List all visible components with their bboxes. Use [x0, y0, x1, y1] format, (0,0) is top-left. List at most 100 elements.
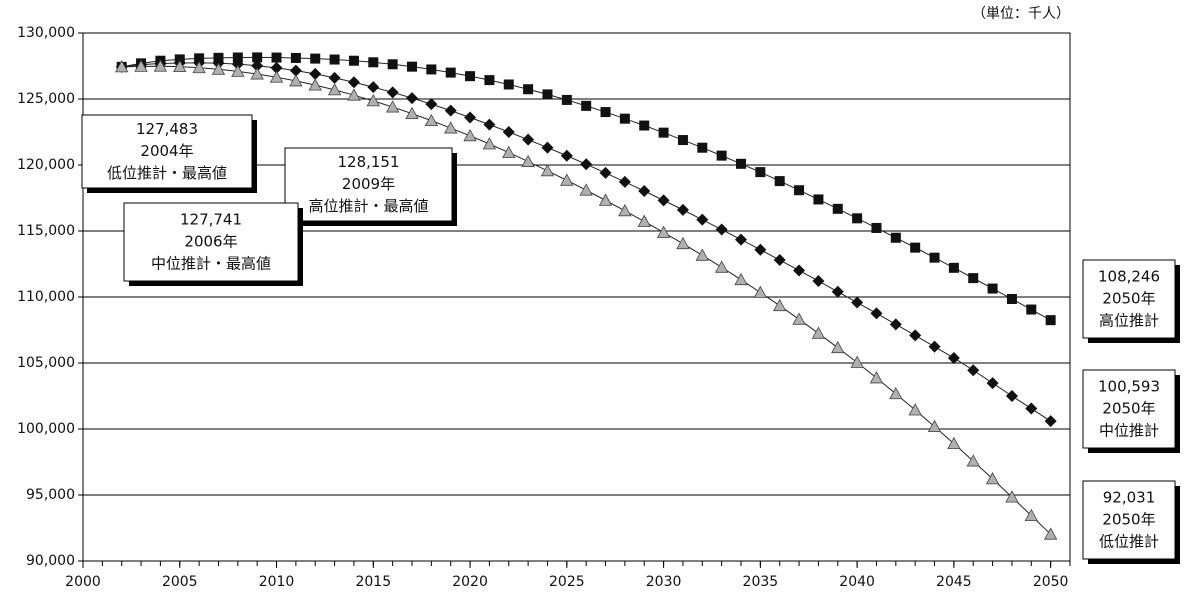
marker: [909, 329, 922, 342]
annotation-text: 127,741: [180, 211, 242, 229]
annotation-text: 108,246: [1098, 268, 1160, 286]
marker: [658, 127, 669, 138]
marker: [1044, 415, 1057, 428]
marker: [947, 436, 961, 450]
marker: [910, 242, 921, 253]
x-tick-label: 2015: [355, 574, 391, 590]
marker: [580, 158, 593, 171]
marker: [716, 150, 727, 161]
marker: [581, 100, 592, 111]
annotation-text: 92,031: [1103, 489, 1156, 507]
marker: [502, 145, 516, 158]
marker: [386, 86, 399, 99]
marker: [792, 312, 806, 325]
marker: [521, 154, 535, 167]
marker: [656, 225, 671, 238]
annotation-box: [123, 202, 299, 282]
marker: [387, 59, 398, 70]
annotation-text: 128,151: [337, 153, 399, 171]
marker: [986, 377, 999, 390]
marker: [1026, 304, 1037, 315]
y-tick-label: 120,000: [17, 157, 75, 173]
marker: [115, 60, 129, 73]
marker: [697, 142, 708, 153]
marker: [405, 106, 419, 120]
marker: [753, 285, 768, 298]
annotation-text: 2009年: [342, 175, 395, 193]
x-tick-label: 2020: [452, 574, 488, 590]
annotation-text: 2050年: [1102, 511, 1155, 529]
marker: [1025, 402, 1038, 415]
marker: [639, 120, 650, 131]
marker: [289, 64, 302, 77]
annotation-box: [1082, 259, 1176, 339]
marker: [560, 149, 573, 162]
marker: [734, 272, 748, 286]
marker: [347, 76, 360, 89]
marker: [368, 57, 379, 68]
marker: [773, 254, 786, 267]
marker: [928, 340, 941, 353]
annotation-box: [1082, 480, 1176, 560]
marker: [755, 167, 766, 178]
marker: [328, 71, 341, 84]
marker: [908, 403, 922, 416]
annotation-text: 中位推計・最高値: [151, 255, 271, 273]
marker: [327, 83, 342, 96]
marker: [987, 283, 998, 294]
marker: [811, 326, 826, 339]
annotation-text: 低位推計: [1099, 533, 1159, 551]
annotation-text: 127,483: [136, 120, 198, 138]
marker: [600, 107, 611, 118]
marker: [677, 135, 688, 146]
marker: [852, 213, 863, 224]
marker: [406, 92, 418, 105]
marker: [309, 67, 322, 80]
marker: [831, 285, 844, 298]
marker: [657, 194, 670, 207]
marker: [598, 193, 613, 206]
marker: [425, 98, 438, 111]
marker: [676, 203, 689, 216]
marker: [619, 113, 630, 124]
marker: [541, 141, 554, 154]
marker: [502, 126, 515, 138]
marker: [1043, 527, 1058, 540]
y-tick-label: 90,000: [26, 553, 75, 569]
marker: [424, 113, 439, 127]
marker: [463, 128, 477, 142]
marker: [464, 111, 477, 124]
x-tick-label: 2050: [1033, 574, 1069, 590]
marker: [695, 248, 709, 261]
marker: [250, 67, 264, 80]
marker: [540, 163, 555, 177]
marker: [813, 194, 824, 205]
marker: [522, 133, 535, 146]
x-tick-label: 2030: [646, 574, 682, 590]
x-tick-label: 2010: [259, 574, 295, 590]
y-tick-label: 110,000: [17, 289, 75, 305]
unit-label: （単位：千人）: [972, 6, 1070, 22]
marker: [754, 243, 767, 256]
marker: [310, 53, 321, 64]
marker: [927, 419, 942, 433]
marker: [773, 298, 787, 312]
marker: [889, 386, 903, 400]
x-tick-label: 2005: [162, 574, 198, 590]
marker: [968, 273, 979, 284]
marker: [192, 60, 206, 74]
marker: [211, 62, 226, 75]
marker: [889, 318, 902, 331]
marker: [482, 137, 497, 150]
annotation-box: [81, 114, 253, 189]
marker: [850, 355, 864, 368]
marker: [599, 166, 612, 179]
marker: [1045, 315, 1056, 326]
y-tick-label: 100,000: [17, 421, 75, 437]
annotation-text: 高位推計: [1099, 312, 1159, 330]
y-tick-label: 115,000: [17, 223, 75, 239]
marker: [231, 58, 244, 71]
marker: [289, 74, 303, 87]
annotation-text: 2006年: [184, 233, 237, 251]
